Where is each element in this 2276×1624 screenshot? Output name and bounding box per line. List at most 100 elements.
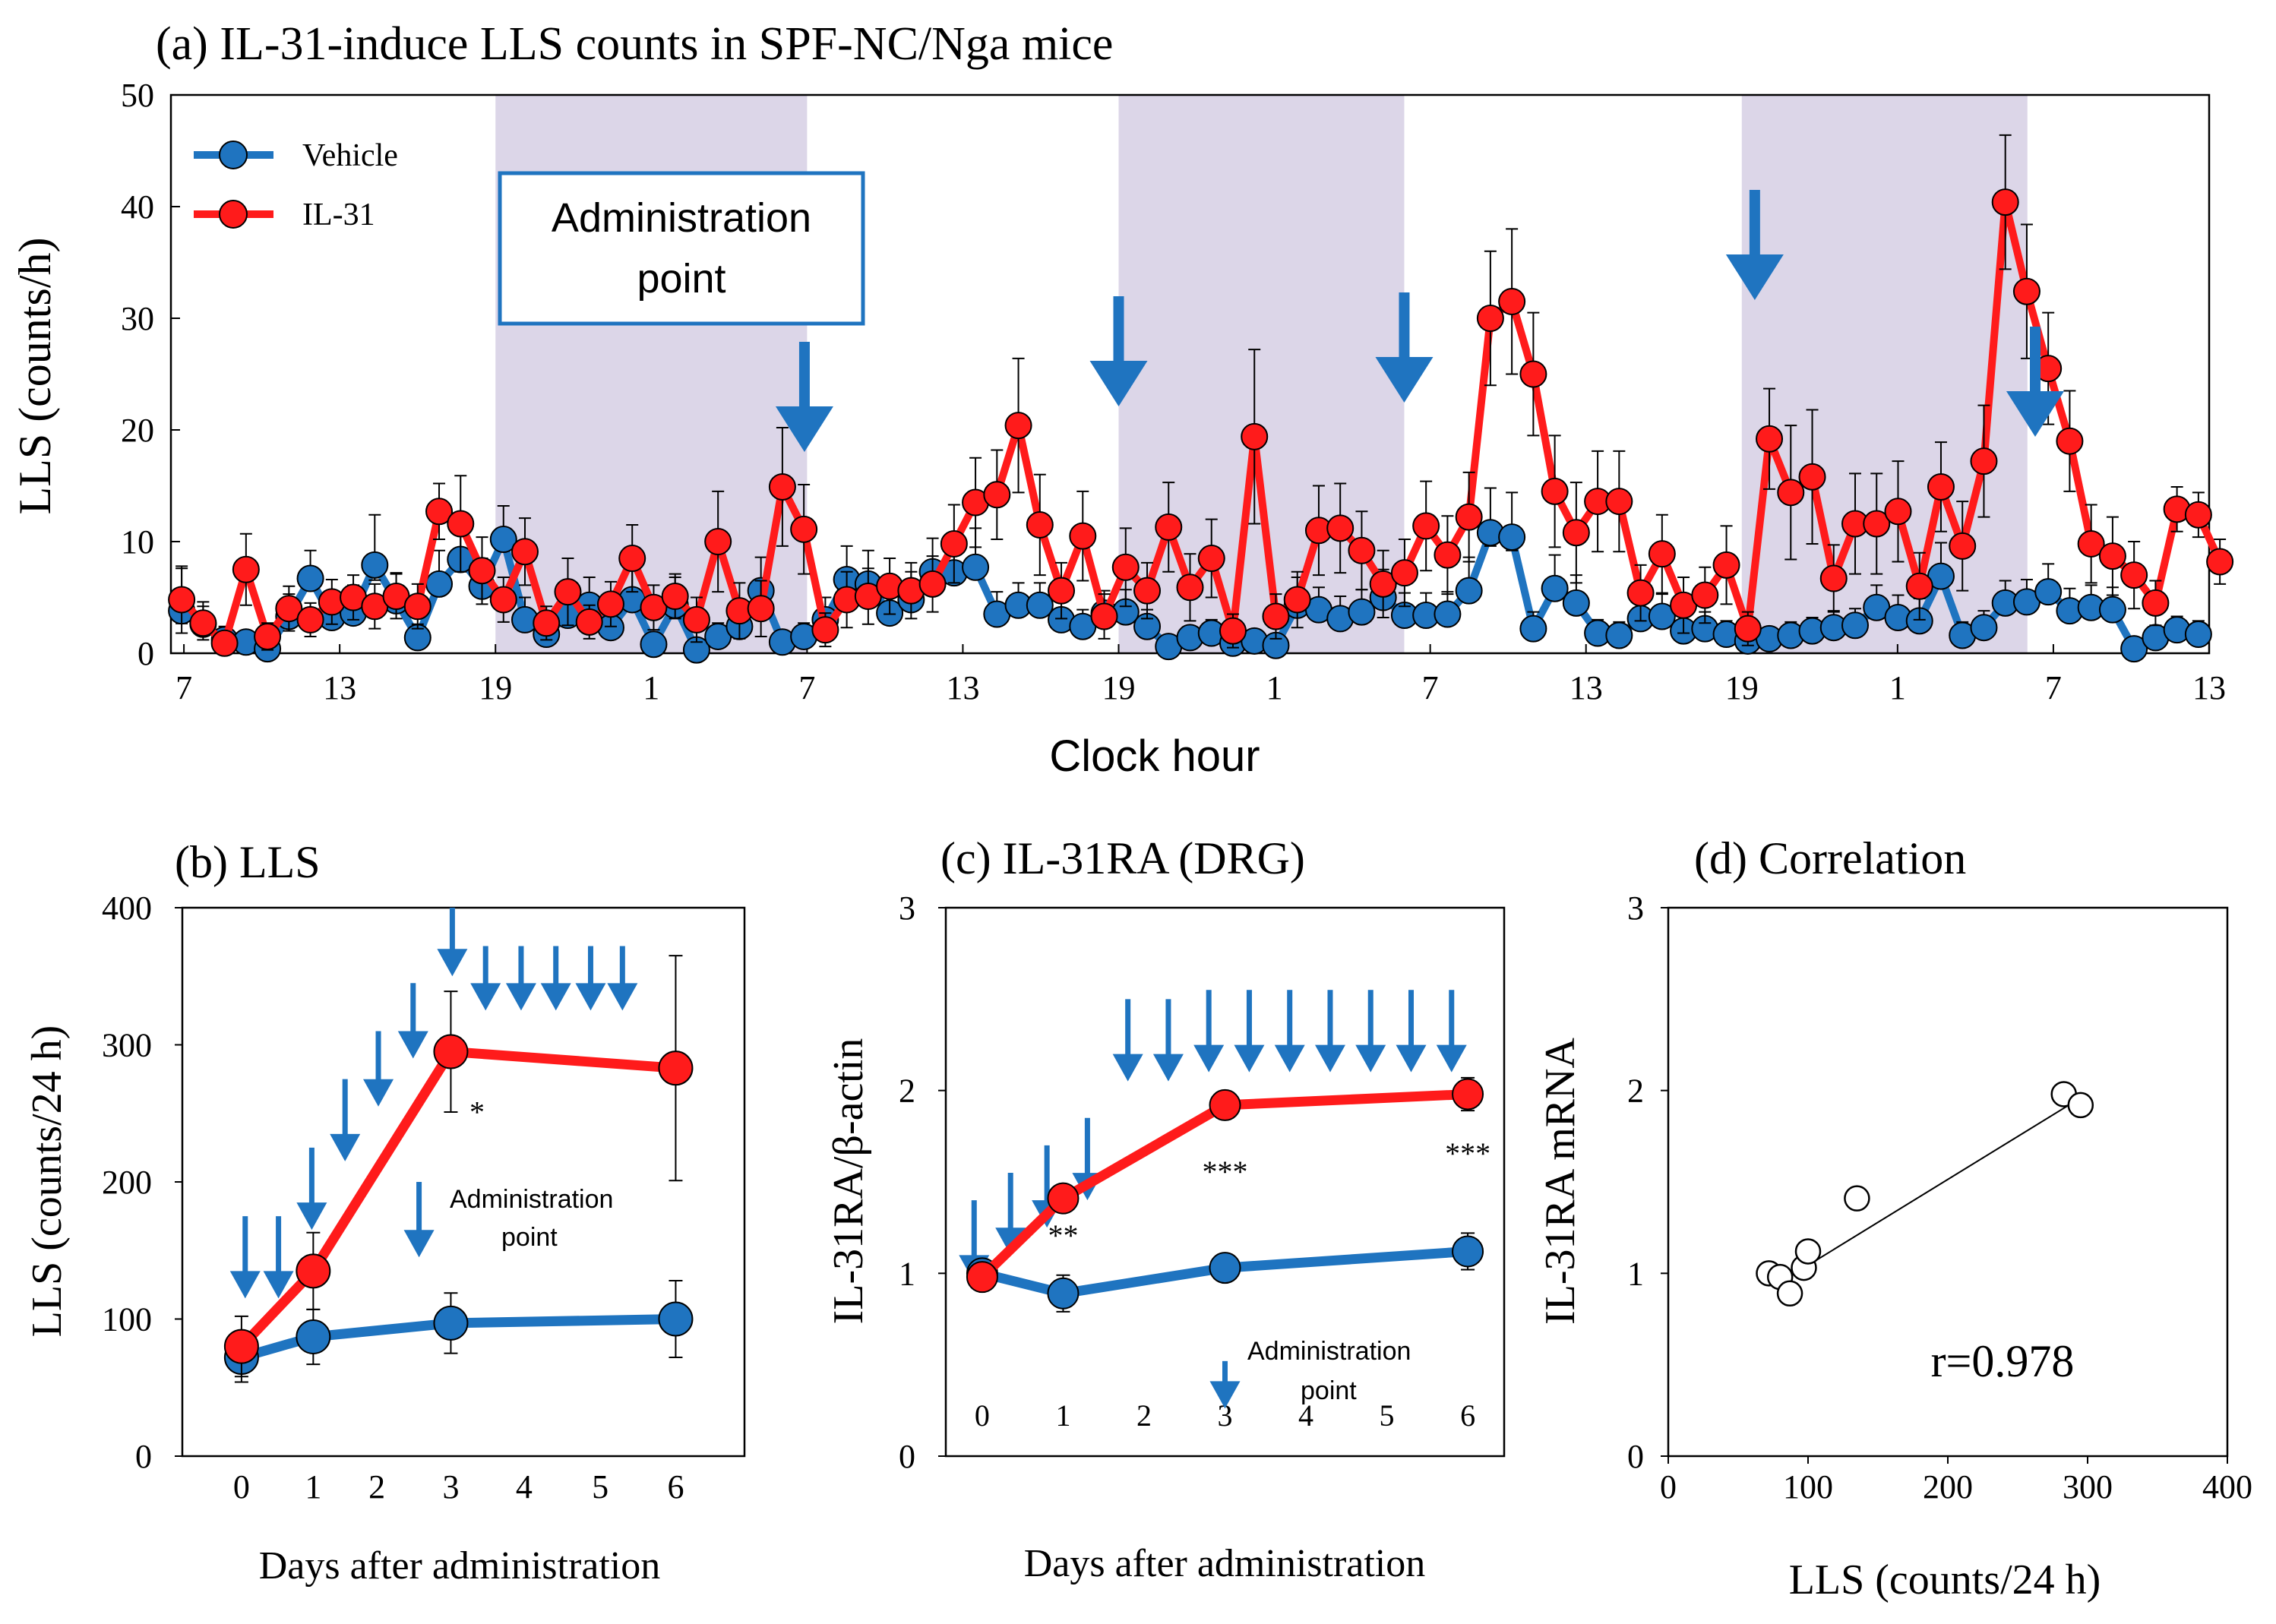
b-xtick-label: 3 [442,1468,459,1506]
d-scatter-point [1776,1280,1803,1307]
c-admin-arrow-head [1355,1044,1386,1073]
b-xtick-label: 2 [368,1468,385,1506]
b-admin-arrow-head [330,1133,361,1161]
legend-vehicle-label: Vehicle [302,138,398,173]
b-vehicle-point [658,1301,694,1337]
a-il31-point [1434,541,1462,569]
a-il31-point [1133,577,1162,605]
a-arrows [775,190,2065,452]
a-admin-arrow-head [2006,391,2065,437]
a-il31-point [768,472,796,501]
a-xtick-label: 13 [946,669,979,706]
a-il31-point [1412,512,1440,540]
a-il31-point [1476,305,1504,332]
b-xtick-label: 6 [667,1468,684,1506]
a-il31-point [1734,615,1762,643]
c-title: (c) IL-31RA (DRG) [940,833,1305,883]
a-il31-point [210,629,239,657]
a-il31-point [747,595,775,623]
legend-vehicle-marker [219,141,248,169]
c-ytick-label: 3 [899,889,915,927]
a-vehicle-point [1841,611,1870,640]
b-admin-arrow-head [296,1202,327,1231]
admin-box-line2: point [637,256,725,302]
a-il31-point [640,593,668,621]
a-il31-point [918,570,947,598]
a-night-band [1741,95,2028,653]
c-admin-arrow-head [1396,1044,1427,1073]
a-vehicle-point [2034,578,2063,606]
c-admin-arrow-head [1112,1054,1143,1082]
c-xtick-label: 1 [1055,1398,1070,1433]
a-il31-point [533,609,561,637]
c-xtick-label: 3 [1218,1398,1233,1433]
b-ytick-label: 400 [102,889,152,927]
a-il31-point [403,592,431,621]
a-xtick-label: 13 [2192,669,2226,706]
a-il31-point [1756,425,1784,453]
a-il31-point [682,605,710,633]
c-il31-point [1209,1088,1241,1121]
a-il31-point [1090,602,1118,630]
b-ytick-label: 300 [102,1027,152,1064]
b-admin-line1: Administration [450,1185,613,1214]
a-il31-point [2206,548,2234,576]
d-xtick-label: 100 [1783,1468,1833,1506]
a-vehicle-point [1541,574,1569,602]
b-xtick-label: 1 [305,1468,321,1506]
a-il31-point [1004,412,1032,440]
a-il31-point [275,595,303,623]
panel-d: 0 1 2 3 0 100 200 300 400 (d) Correlation IL-31R… [1537,833,2252,1603]
a-il31-point [1798,463,1826,491]
a-vehicle-point [640,630,668,659]
a-il31-point [1991,188,2019,216]
a-series [168,134,2234,664]
b-admin-arrow-head [575,983,606,1011]
a-il31-point [1691,581,1719,609]
a-admin-box: Administration point [498,171,865,326]
c-admin-arrow-head [1234,1044,1265,1073]
c-significance-mark: *** [1203,1155,1248,1189]
d-ytick-label: 1 [1627,1255,1644,1292]
a-il31-point [489,586,517,614]
a-xlabel: Clock hour [1049,731,1260,781]
b-admin-arrow-head [229,1271,261,1299]
a-il31-point [704,528,732,555]
a-xtick-label: 1 [1889,669,1906,706]
a-il31-point [1927,472,1955,501]
a-vehicle-point [1455,577,1483,605]
a-xtick-label: 7 [2045,669,2062,706]
a-il31-point [1863,510,1891,538]
a-il31-point [983,481,1011,509]
c-ytick-label: 2 [899,1073,915,1110]
admin-box-frame [498,171,865,326]
c-admin-arrow-head [1436,1044,1467,1073]
a-il31-point [1884,498,1912,526]
b-admin-arrow-head [363,1079,394,1107]
a-il31-point [2077,529,2105,558]
b-admin-arrow-head [607,983,638,1011]
d-ytick-label: 3 [1627,889,1644,927]
a-il31-point [1777,479,1805,507]
a-vehicle-point [1348,598,1376,626]
c-vehicle-point [1209,1252,1241,1284]
a-il31-point [1949,532,1977,560]
c-vehicle-point [1047,1277,1080,1310]
a-il31-point [1626,579,1655,607]
d-ytick-label: 0 [1627,1438,1644,1475]
a-ytick-label: 50 [121,77,154,114]
c-admin-arrow-head [1152,1054,1184,1082]
a-il31-point [468,557,496,585]
b-vehicle-line [240,1314,676,1363]
a-xtick-label: 7 [1422,669,1439,706]
a-title: (a) IL-31-induce LLS counts in SPF-NC/Ng… [156,18,1113,70]
b-admin-arrow-head [437,949,468,977]
a-il31-point [940,529,968,558]
a-vehicle-point [1605,621,1633,649]
legend-il31-marker [219,200,248,229]
c-xtick-label: 0 [975,1398,990,1433]
a-ytick-label: 10 [121,523,154,561]
a-il31-point [232,555,260,583]
d-scatter-point [1794,1238,1822,1265]
